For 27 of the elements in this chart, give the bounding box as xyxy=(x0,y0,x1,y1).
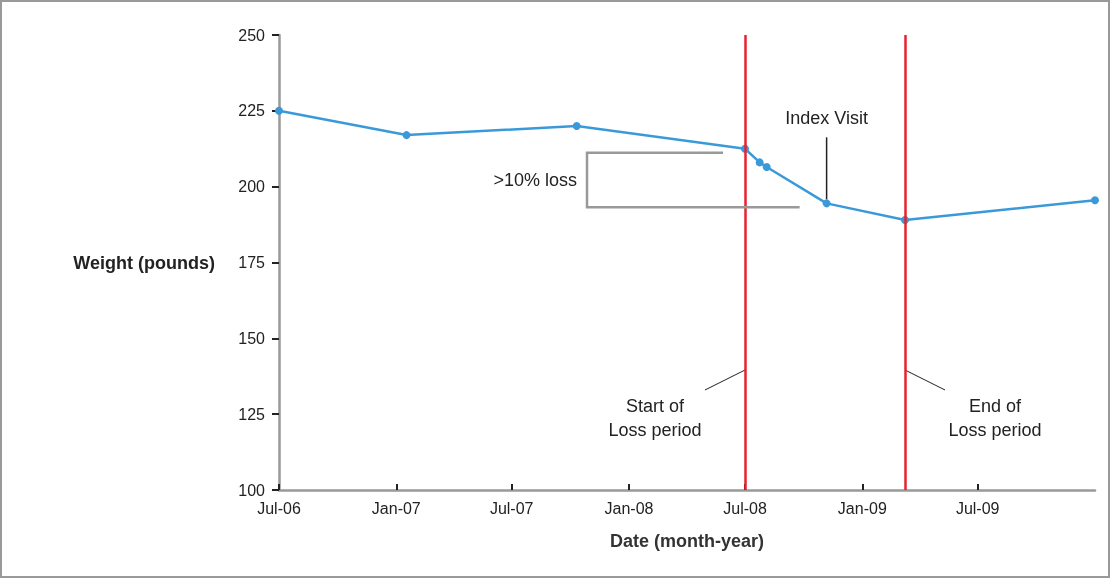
point xyxy=(572,122,581,130)
point xyxy=(762,162,771,171)
point xyxy=(275,106,283,115)
annotation: Index Visit xyxy=(785,108,868,129)
ref-line-label: Start of Loss period xyxy=(608,396,702,440)
y-tick-label: 200 xyxy=(238,178,266,196)
x-axis-title: Date (month-year) xyxy=(609,531,765,551)
point xyxy=(755,158,764,167)
y-axis-title: Weight (pounds) xyxy=(73,252,215,273)
point xyxy=(1091,196,1099,205)
x-tick-label: Jul-07 xyxy=(489,499,534,517)
point xyxy=(402,131,411,140)
y-tick-label: 225 xyxy=(238,102,266,120)
ref-line-label: End of Loss period xyxy=(948,396,1042,440)
x-tick-label: Jan-09 xyxy=(837,499,887,517)
y-tick-label: 250 xyxy=(238,26,266,44)
y-tick-label: 175 xyxy=(238,254,266,271)
y-tick-label: 150 xyxy=(238,329,266,347)
x-tick-label: Jul-08 xyxy=(723,499,767,517)
y-tick-label: 100 xyxy=(238,481,266,499)
x-tick-label: Jul-09 xyxy=(955,499,1000,517)
x-tick-label: Jan-07 xyxy=(371,499,421,517)
point xyxy=(822,199,831,208)
x-tick-label: Jul-06 xyxy=(257,499,301,517)
y-tick-label: 125 xyxy=(238,405,266,423)
annotation: >10% loss xyxy=(493,170,578,191)
x-tick-label: Jan-08 xyxy=(604,499,654,517)
